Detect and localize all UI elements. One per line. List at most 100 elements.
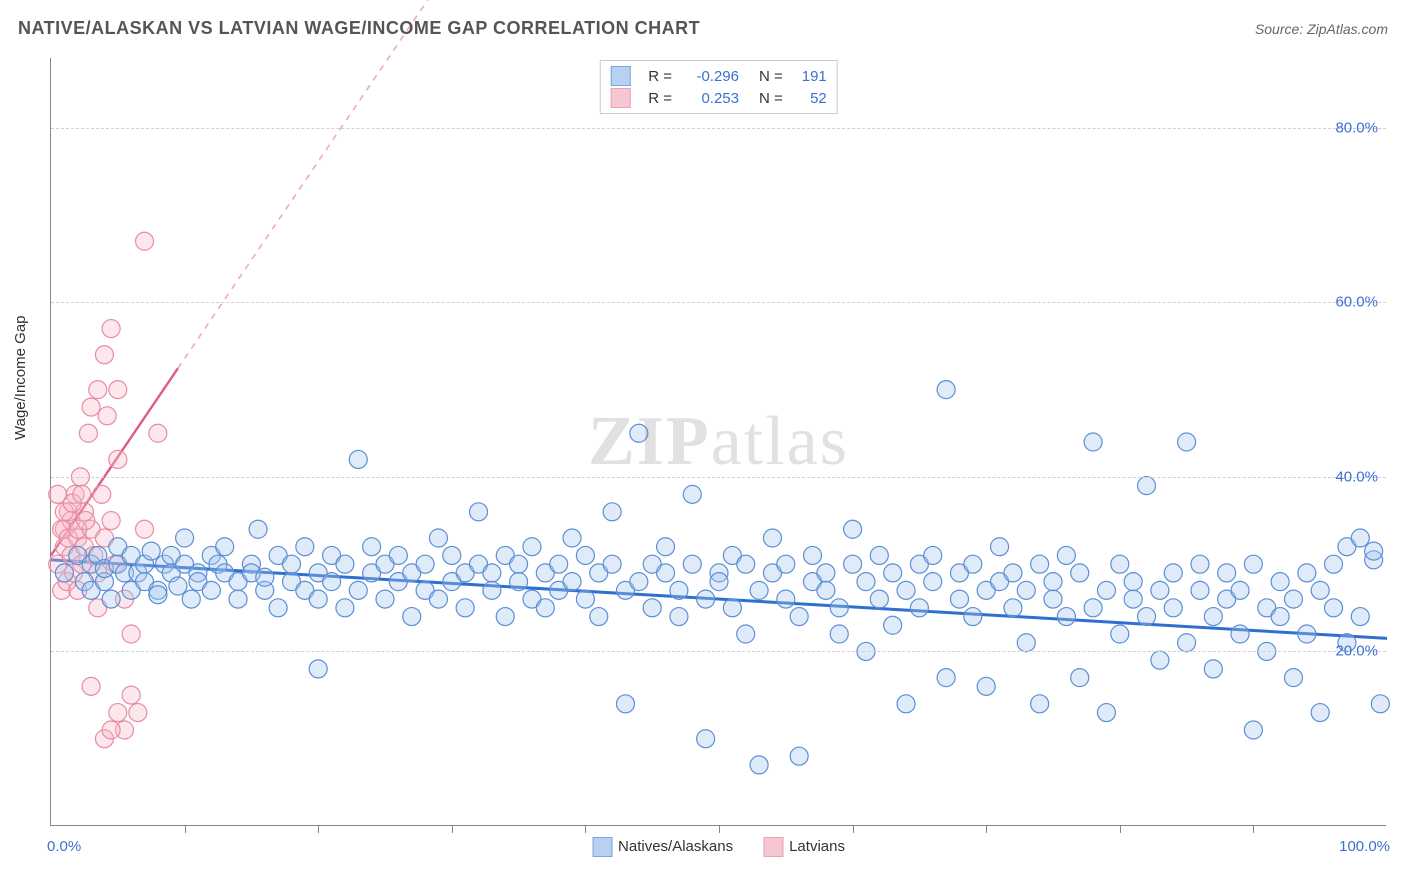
natives-point <box>510 573 528 591</box>
natives-point <box>349 581 367 599</box>
natives-point <box>777 555 795 573</box>
natives-point <box>470 503 488 521</box>
natives-point <box>176 529 194 547</box>
natives-point <box>603 503 621 521</box>
natives-point <box>296 538 314 556</box>
natives-point <box>1298 564 1316 582</box>
latvians-point <box>136 232 154 250</box>
natives-point <box>1017 634 1035 652</box>
natives-point <box>616 695 634 713</box>
natives-point <box>576 546 594 564</box>
natives-point <box>349 450 367 468</box>
latvians-point <box>149 424 167 442</box>
gridline <box>51 477 1386 478</box>
natives-point <box>1365 542 1383 560</box>
series-legend: Natives/AlaskansLatvians <box>592 837 845 857</box>
legend-stat-row: R =0.253N =52 <box>610 87 827 109</box>
natives-point <box>750 756 768 774</box>
natives-point <box>1031 555 1049 573</box>
natives-point <box>1138 477 1156 495</box>
y-tick-label: 20.0% <box>1335 643 1378 660</box>
natives-point <box>169 577 187 595</box>
latvians-point <box>129 704 147 722</box>
natives-point <box>1124 590 1142 608</box>
natives-point <box>830 625 848 643</box>
natives-point <box>1097 581 1115 599</box>
natives-point <box>710 573 728 591</box>
natives-point <box>1124 573 1142 591</box>
natives-point <box>1151 581 1169 599</box>
natives-point <box>1057 608 1075 626</box>
gridline <box>51 128 1386 129</box>
natives-point <box>416 555 434 573</box>
natives-point <box>1231 625 1249 643</box>
natives-point <box>937 669 955 687</box>
natives-point <box>844 555 862 573</box>
correlation-legend: R =-0.296N =191R =0.253N =52 <box>599 60 838 114</box>
latvians-point <box>109 704 127 722</box>
natives-point <box>630 573 648 591</box>
natives-point <box>657 538 675 556</box>
natives-point <box>363 538 381 556</box>
x-tick <box>185 825 186 833</box>
gridline <box>51 302 1386 303</box>
natives-point <box>496 608 514 626</box>
natives-point <box>429 529 447 547</box>
legend-item: Natives/Alaskans <box>592 837 733 857</box>
natives-point <box>1071 564 1089 582</box>
natives-point <box>202 581 220 599</box>
r-value: -0.296 <box>684 68 739 85</box>
natives-point <box>723 599 741 617</box>
natives-point <box>1271 573 1289 591</box>
r-value: 0.253 <box>684 90 739 107</box>
natives-point <box>1097 704 1115 722</box>
natives-point <box>924 546 942 564</box>
x-tick <box>719 825 720 833</box>
x-tick <box>1253 825 1254 833</box>
natives-point <box>1244 721 1262 739</box>
natives-point <box>389 546 407 564</box>
natives-point <box>523 538 541 556</box>
x-tick <box>452 825 453 833</box>
natives-point <box>857 573 875 591</box>
latvians-point <box>95 346 113 364</box>
n-value: 52 <box>795 90 827 107</box>
natives-point <box>737 555 755 573</box>
natives-point <box>950 590 968 608</box>
natives-point <box>563 573 581 591</box>
legend-swatch <box>610 66 630 86</box>
source-attribution: Source: ZipAtlas.com <box>1255 21 1388 37</box>
chart-plot-area: ZIPatlas R =-0.296N =191R =0.253N =52 Na… <box>50 58 1386 826</box>
natives-point <box>991 538 1009 556</box>
latvians-point <box>82 677 100 695</box>
natives-point <box>1191 581 1209 599</box>
natives-point <box>910 599 928 617</box>
natives-point <box>763 529 781 547</box>
natives-point <box>1057 546 1075 564</box>
latvians-trendline-extrapolated <box>178 0 519 368</box>
natives-point <box>1004 564 1022 582</box>
natives-point <box>483 581 501 599</box>
natives-point <box>1138 608 1156 626</box>
natives-point <box>483 564 501 582</box>
natives-point <box>670 581 688 599</box>
natives-point <box>1071 669 1089 687</box>
natives-point <box>1178 634 1196 652</box>
natives-point <box>309 590 327 608</box>
natives-point <box>1311 704 1329 722</box>
y-tick-label: 40.0% <box>1335 468 1378 485</box>
legend-swatch <box>763 837 783 857</box>
y-tick-label: 80.0% <box>1335 119 1378 136</box>
natives-point <box>1084 599 1102 617</box>
legend-label: Natives/Alaskans <box>618 838 733 855</box>
natives-point <box>937 381 955 399</box>
legend-swatch <box>592 837 612 857</box>
latvians-point <box>102 512 120 530</box>
natives-point <box>563 529 581 547</box>
natives-point <box>429 590 447 608</box>
latvians-point <box>93 485 111 503</box>
natives-point <box>1311 581 1329 599</box>
natives-point <box>1084 433 1102 451</box>
latvians-point <box>77 512 95 530</box>
natives-point <box>55 564 73 582</box>
